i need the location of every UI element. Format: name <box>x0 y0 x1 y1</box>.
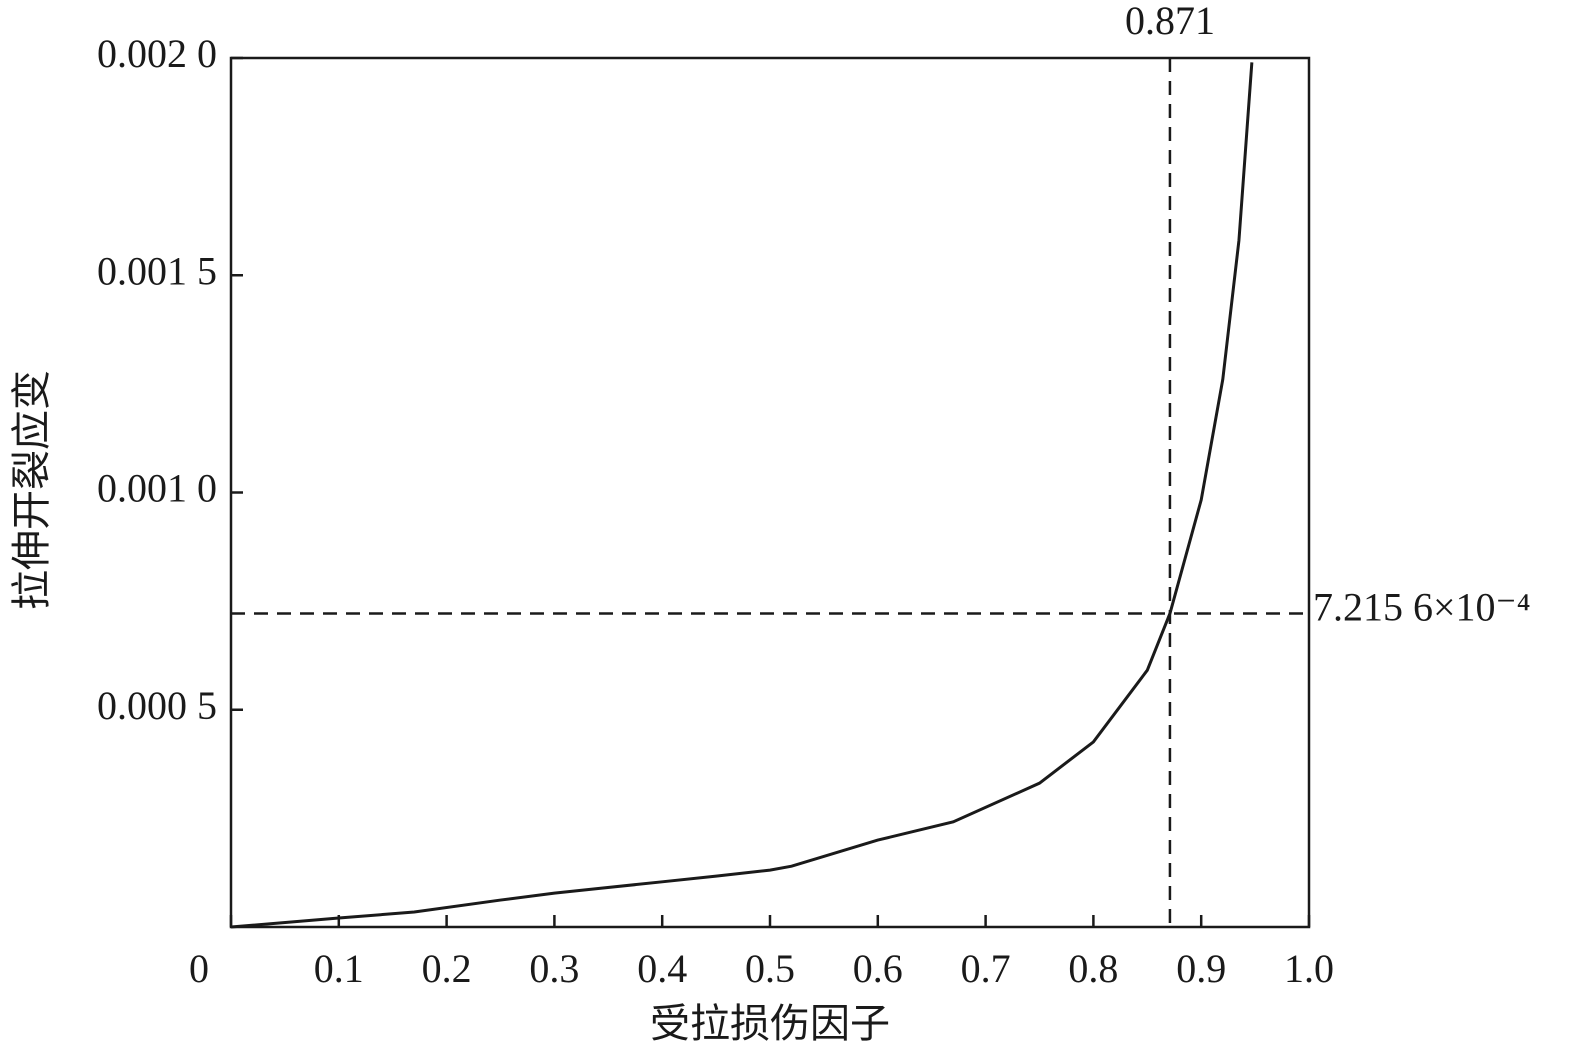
annotation: 0.871 <box>1125 0 1215 43</box>
x-tick-label: 0.9 <box>1176 946 1226 991</box>
x-tick-label: 0 <box>189 946 209 991</box>
x-tick-label: 1.0 <box>1284 946 1334 991</box>
x-tick-label: 0.2 <box>422 946 472 991</box>
x-tick-label: 0.8 <box>1068 946 1118 991</box>
x-tick-label: 0.7 <box>961 946 1011 991</box>
y-tick-label: 0.001 0 <box>97 466 217 511</box>
x-tick-label: 0.5 <box>745 946 795 991</box>
y-tick-label: 0.002 0 <box>97 31 217 76</box>
x-tick-label: 0.4 <box>637 946 687 991</box>
annotation: 7.215 6×10⁻⁴ <box>1313 585 1531 630</box>
y-tick-label: 0.000 5 <box>97 683 217 728</box>
line <box>230 62 1254 929</box>
x-tick-label: 0.1 <box>314 946 364 991</box>
plot-frame <box>229 56 1311 929</box>
x-tick-label: 0.6 <box>853 946 903 991</box>
x-axis-label: 受拉损伤因子 <box>650 1001 890 1046</box>
y-axis-label: 拉伸开裂应变 <box>9 370 54 610</box>
y-tick-label: 0.001 5 <box>97 248 217 293</box>
x-tick-label: 0.3 <box>529 946 579 991</box>
